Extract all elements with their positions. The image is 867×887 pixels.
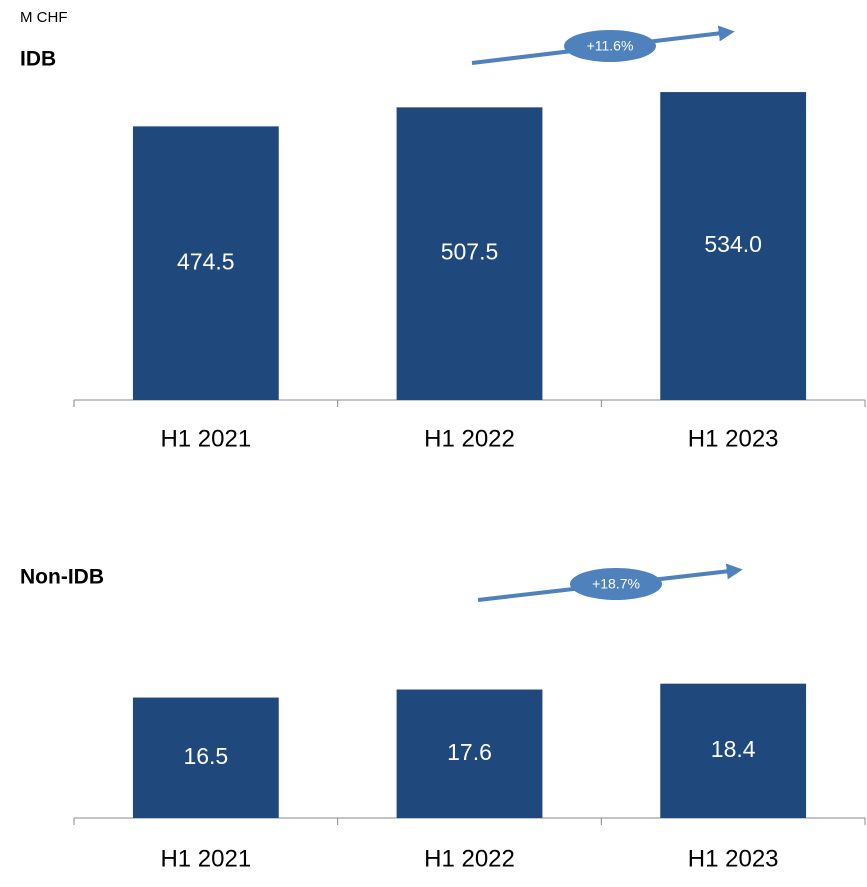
chart-title: IDB — [20, 48, 56, 71]
growth-label: +18.7% — [592, 576, 640, 592]
x-tick-label: H1 2022 — [424, 425, 515, 452]
value-label: 17.6 — [447, 739, 492, 765]
growth-badge — [570, 568, 662, 600]
x-tick-label: H1 2022 — [424, 845, 515, 872]
value-label: 534.0 — [704, 231, 762, 257]
value-label: 507.5 — [441, 239, 499, 265]
bar — [660, 683, 807, 818]
x-tick-label: H1 2023 — [688, 845, 779, 872]
value-label: 18.4 — [711, 736, 756, 762]
growth-label: +11.6% — [587, 38, 634, 54]
unit-label: M CHF — [20, 9, 68, 26]
x-tick-label: H1 2023 — [688, 425, 779, 452]
bar — [132, 697, 279, 818]
bar — [660, 92, 807, 400]
chart-title: Non-IDB — [20, 566, 104, 589]
bar — [396, 107, 543, 400]
bar — [396, 689, 543, 818]
value-label: 474.5 — [177, 248, 235, 274]
value-label: 16.5 — [183, 743, 228, 769]
x-tick-label: H1 2021 — [160, 845, 251, 872]
x-tick-label: H1 2021 — [160, 425, 251, 452]
bar — [132, 126, 279, 400]
growth-badge — [564, 30, 656, 62]
